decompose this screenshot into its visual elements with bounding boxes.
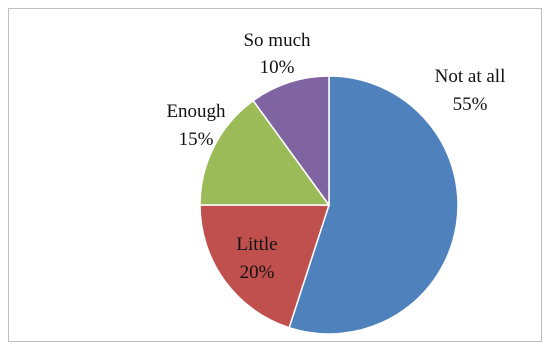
pie-labels: Not at all 55% Little 20% Enough 15% So much 10…	[166, 30, 505, 283]
pie-slice-not-at-all	[288, 75, 459, 335]
pie-slice-so-much	[252, 75, 330, 208]
slice-category-label: Little	[236, 234, 277, 255]
slice-category-label: Not at all	[435, 66, 506, 87]
slice-category-label: So much	[243, 30, 311, 51]
pie-slice-enough	[199, 99, 331, 206]
slice-category-label: Enough	[166, 101, 226, 122]
pie-slices	[199, 75, 459, 335]
pie-slice-little	[199, 204, 331, 329]
slice-percent-label: 55%	[453, 94, 488, 115]
slice-percent-label: 10%	[260, 57, 295, 78]
slice-percent-label: 20%	[240, 262, 275, 283]
slice-percent-label: 15%	[179, 129, 214, 150]
